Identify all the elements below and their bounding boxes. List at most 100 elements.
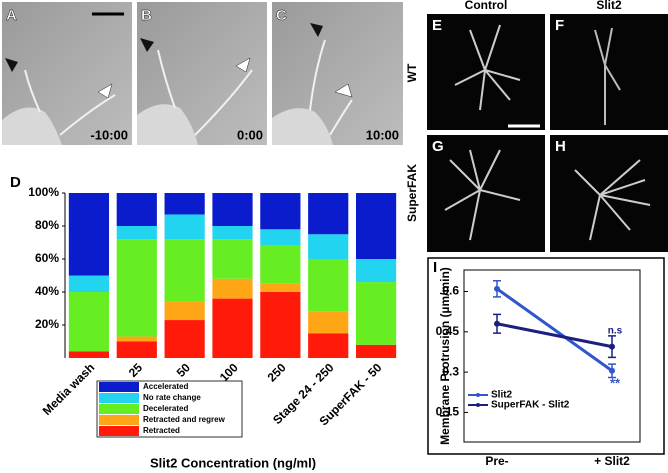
timelapse-images xyxy=(2,2,403,145)
bar-segment xyxy=(212,298,253,358)
panel-label: C xyxy=(276,7,287,24)
bar-segment xyxy=(116,341,157,358)
legend-swatch xyxy=(99,415,139,425)
legend-swatch xyxy=(99,393,139,403)
bar-segment xyxy=(116,193,157,226)
marker xyxy=(494,320,500,327)
bar-segment xyxy=(68,193,110,276)
legend-label: SuperFAK - Slit2 xyxy=(491,400,570,411)
marker xyxy=(609,367,615,374)
bar-segment xyxy=(116,239,157,337)
bar-segment xyxy=(260,292,301,358)
y-tick-label: 100% xyxy=(28,185,59,199)
legend-swatch xyxy=(99,382,139,392)
bar-segment xyxy=(212,226,253,240)
panel-label: D xyxy=(10,174,21,191)
y-tick-label: 80% xyxy=(35,218,59,232)
panel-label: E xyxy=(432,17,442,34)
legend-label: Slit2 xyxy=(491,390,513,401)
panel-frame xyxy=(427,257,665,455)
arrowhead xyxy=(97,83,113,99)
row-label: WT xyxy=(405,63,419,82)
legend-label: No rate change xyxy=(143,393,201,402)
bar-segment xyxy=(68,351,110,358)
arrowhead xyxy=(140,38,154,52)
bar-segment xyxy=(355,282,397,345)
row-label: SuperFAK xyxy=(405,164,419,222)
growth-cone xyxy=(594,27,621,125)
panel-label: H xyxy=(555,138,566,155)
y-tick-label: 0.6 xyxy=(442,284,459,298)
panel-label: B xyxy=(141,7,152,24)
marker xyxy=(609,343,615,350)
bar-segment xyxy=(68,292,110,352)
bar-segment xyxy=(212,278,253,299)
panel-label: I xyxy=(433,259,437,276)
explant xyxy=(2,107,62,145)
image xyxy=(427,135,545,252)
legend-label: Decelerated xyxy=(143,404,188,413)
bar-segment xyxy=(212,239,253,279)
bar-segment xyxy=(164,239,205,302)
annotation: ** xyxy=(610,375,621,390)
series-line xyxy=(496,322,613,349)
timestamp: -10:00 xyxy=(90,127,128,142)
growth-cone xyxy=(574,159,651,241)
arrowhead xyxy=(334,83,353,98)
y-axis-label: Membrane Protrusion (µm/min) xyxy=(438,267,452,445)
bar-segment xyxy=(68,275,110,292)
axon xyxy=(157,49,253,136)
confocal-images xyxy=(427,14,668,252)
legend-marker xyxy=(476,393,480,397)
x-tick-label: 50 xyxy=(174,360,194,380)
bar-segment xyxy=(308,311,349,334)
axon xyxy=(309,39,353,136)
x-tick-label: Media wash xyxy=(40,360,98,418)
legend-swatch xyxy=(99,426,139,436)
legend-label: Retracted and regrew xyxy=(143,415,226,424)
y-tick-label: 0.15 xyxy=(436,405,460,419)
bar-segment xyxy=(308,259,349,312)
legend-swatch xyxy=(99,404,139,414)
column-label: Control xyxy=(465,0,508,12)
growth-cone xyxy=(444,149,521,241)
axon xyxy=(24,69,116,136)
bar-segment xyxy=(308,193,349,235)
x-tick-label: 250 xyxy=(265,360,289,384)
bar-segment xyxy=(260,245,301,284)
panel-label: A xyxy=(6,7,17,24)
x-tick-label: 25 xyxy=(126,360,146,380)
bar-segment xyxy=(164,193,205,215)
y-tick-label: 60% xyxy=(35,251,59,265)
arrowhead xyxy=(5,58,18,72)
panel-label: G xyxy=(432,138,444,155)
bar-segment xyxy=(355,344,397,358)
growth-cone xyxy=(454,24,521,111)
bar-segment xyxy=(116,336,157,342)
bar-segment xyxy=(355,259,397,283)
y-tick-label: 40% xyxy=(35,284,59,298)
bar-segment xyxy=(212,193,253,226)
bar-segment xyxy=(260,193,301,230)
series-line xyxy=(496,287,613,373)
timestamp: 10:00 xyxy=(366,127,399,142)
bar-segment xyxy=(308,234,349,259)
bar-segment xyxy=(260,229,301,246)
legend-label: Retracted xyxy=(143,426,180,435)
y-tick-label: 0.45 xyxy=(436,324,460,338)
panel-label: F xyxy=(555,17,564,34)
x-tick-label: Pre- xyxy=(485,454,508,468)
arrowhead xyxy=(310,23,323,37)
bar-segment xyxy=(308,333,349,358)
image xyxy=(550,135,668,252)
bar-segment xyxy=(355,193,397,259)
column-label: Slit2 xyxy=(596,0,622,12)
y-tick-label: 20% xyxy=(35,317,59,331)
y-tick-label: 0.3 xyxy=(442,364,459,378)
bar-segment xyxy=(164,301,205,321)
bar-segment xyxy=(164,214,205,240)
marker xyxy=(494,285,500,292)
bar-segment xyxy=(260,283,301,292)
bar-segment xyxy=(116,226,157,240)
